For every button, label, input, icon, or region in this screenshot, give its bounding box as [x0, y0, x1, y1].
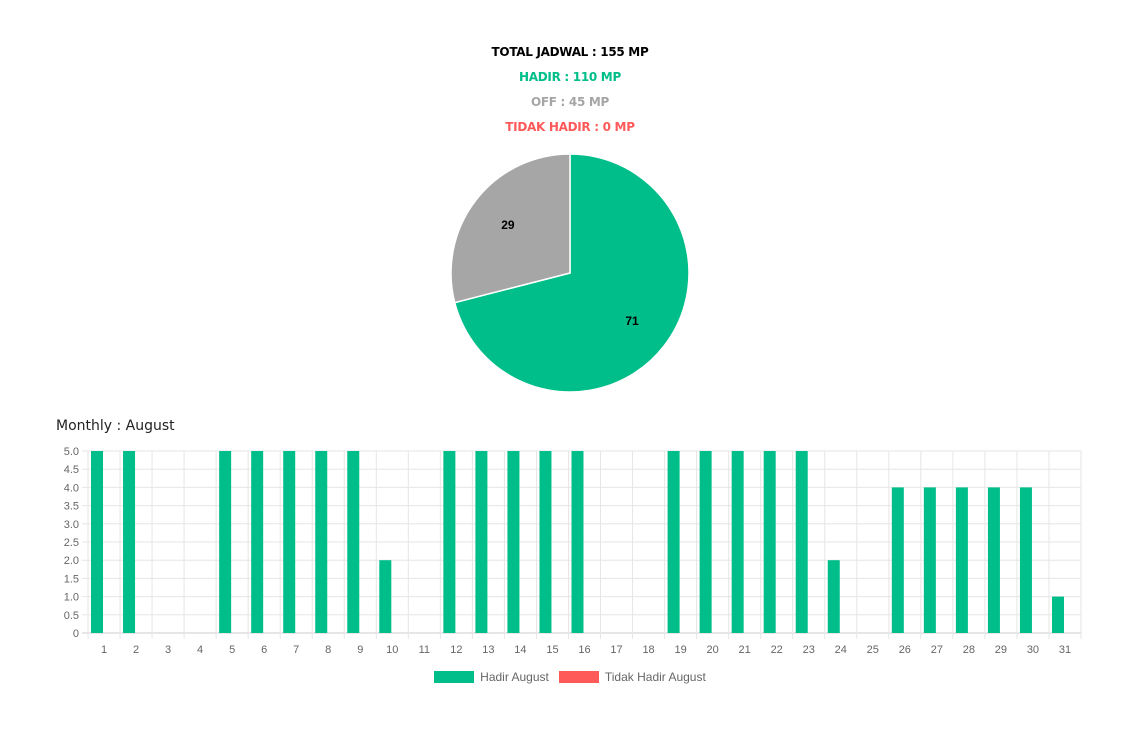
- bar-hadir[interactable]: [347, 451, 360, 633]
- absent-count-label: TIDAK HADIR : 0 MP: [505, 120, 635, 134]
- x-tick-label: 2: [133, 644, 139, 656]
- x-tick-label: 30: [1027, 644, 1039, 656]
- y-tick-label: 3.5: [64, 501, 79, 513]
- y-tick-label: 5.0: [64, 446, 79, 458]
- attendance-summary: TOTAL JADWAL : 155 MP HADIR : 110 MP OFF…: [0, 42, 1140, 142]
- x-tick-label: 26: [899, 644, 911, 656]
- total-schedule-label: TOTAL JADWAL : 155 MP: [491, 45, 649, 59]
- pie-slice-label: 71: [625, 314, 639, 328]
- x-tick-label: 25: [867, 644, 879, 656]
- bar-hadir[interactable]: [283, 451, 296, 633]
- bar-hadir[interactable]: [539, 451, 552, 633]
- x-tick-label: 22: [771, 644, 783, 656]
- pie-slice[interactable]: [450, 153, 571, 304]
- y-tick-label: 0.5: [64, 610, 79, 622]
- x-tick-label: 14: [514, 644, 526, 656]
- monthly-bar-chart: 00.51.01.52.02.53.03.54.04.55.01 2 3 4 5 6 7 8 9…: [64, 446, 1082, 656]
- legend-item-tidak-hadir[interactable]: Tidak Hadir August: [558, 670, 706, 684]
- legend-swatch-hadir: [434, 671, 475, 683]
- bar-hadir[interactable]: [315, 451, 328, 633]
- bar-hadir[interactable]: [827, 560, 840, 633]
- x-tick-label: 12: [450, 644, 462, 656]
- legend-item-hadir[interactable]: Hadir August: [434, 670, 549, 684]
- bar-hadir[interactable]: [219, 451, 232, 633]
- bar-hadir[interactable]: [795, 451, 808, 633]
- pie-slice-label: 29: [501, 218, 515, 232]
- bar-hadir[interactable]: [379, 560, 392, 633]
- x-tick-label: 23: [803, 644, 815, 656]
- bar-hadir[interactable]: [571, 451, 584, 633]
- bar-hadir[interactable]: [91, 451, 104, 633]
- bar-hadir[interactable]: [923, 487, 936, 633]
- bar-hadir[interactable]: [763, 451, 776, 633]
- legend-label-tidak-hadir: Tidak Hadir August: [604, 670, 706, 684]
- y-tick-label: 4.5: [64, 464, 79, 476]
- bar-hadir[interactable]: [667, 451, 680, 633]
- bar-hadir[interactable]: [1019, 487, 1032, 633]
- y-tick-label: 1.0: [64, 592, 79, 604]
- y-tick-label: 4.0: [64, 482, 79, 494]
- y-tick-label: 3.0: [64, 519, 79, 531]
- x-tick-label: 21: [739, 644, 751, 656]
- bar-hadir[interactable]: [731, 451, 744, 633]
- x-tick-label: 15: [546, 644, 558, 656]
- legend-label-hadir: Hadir August: [480, 670, 549, 684]
- x-tick-label: 29: [995, 644, 1007, 656]
- bar-hadir[interactable]: [251, 451, 264, 633]
- x-tick-label: 11: [419, 644, 430, 656]
- x-tick-label: 20: [707, 644, 719, 656]
- bar-hadir[interactable]: [443, 451, 456, 633]
- bar-hadir[interactable]: [1051, 596, 1064, 633]
- x-tick-label: 17: [610, 644, 622, 656]
- x-tick-label: 3: [165, 644, 171, 656]
- bar-hadir[interactable]: [987, 487, 1000, 633]
- x-tick-label: 7: [293, 644, 299, 656]
- off-count-label: OFF : 45 MP: [530, 95, 610, 109]
- x-tick-label: 4: [197, 644, 203, 656]
- x-tick-label: 5: [229, 644, 235, 656]
- y-tick-label: 2.5: [64, 537, 79, 549]
- x-tick-label: 1: [101, 644, 107, 656]
- monthly-chart-title: Monthly : August: [56, 418, 175, 434]
- bar-hadir[interactable]: [891, 487, 904, 633]
- x-tick-label: 28: [963, 644, 975, 656]
- x-tick-label: 13: [482, 644, 494, 656]
- bar-hadir[interactable]: [475, 451, 488, 633]
- x-tick-label: 8: [325, 644, 331, 656]
- x-tick-label: 31: [1059, 644, 1071, 656]
- present-count-label: HADIR : 110 MP: [519, 70, 621, 84]
- legend-swatch-tidak-hadir: [558, 671, 599, 683]
- bar-hadir[interactable]: [699, 451, 712, 633]
- x-tick-label: 24: [835, 644, 847, 656]
- x-tick-label: 10: [386, 644, 398, 656]
- bar-hadir[interactable]: [507, 451, 520, 633]
- y-tick-label: 0: [73, 628, 79, 640]
- x-tick-label: 16: [578, 644, 590, 656]
- y-tick-label: 2.0: [64, 555, 79, 567]
- bar-hadir[interactable]: [955, 487, 968, 633]
- x-tick-label: 18: [642, 644, 654, 656]
- attendance-pie-chart: 71 29: [450, 153, 690, 393]
- bar-hadir[interactable]: [123, 451, 136, 633]
- x-tick-label: 19: [674, 644, 686, 656]
- bar-chart-legend: Hadir August Tidak Hadir August: [0, 670, 1140, 684]
- x-tick-label: 9: [357, 644, 363, 656]
- x-tick-label: 27: [931, 644, 943, 656]
- x-tick-label: 6: [261, 644, 267, 656]
- pie-slice[interactable]: [453, 153, 690, 393]
- y-tick-label: 1.5: [64, 573, 79, 585]
